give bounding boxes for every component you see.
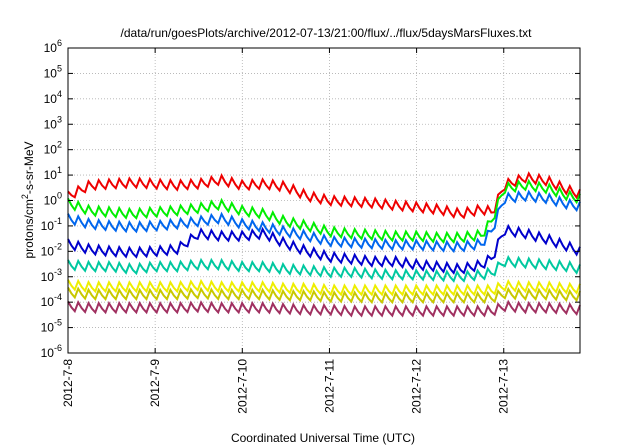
y-tick-label: 10-3	[41, 267, 62, 284]
svg-text:protons/cm2-s-sr-MeV: protons/cm2-s-sr-MeV	[20, 141, 36, 258]
x-tick-label: 2012-7-11	[322, 359, 336, 413]
x-tick-label: 2012-7-8	[61, 359, 75, 407]
series-line-8	[67, 299, 581, 318]
x-tick-label: 2012-7-9	[148, 359, 162, 407]
series-line-5	[67, 254, 581, 283]
y-tick-label: 10-1	[41, 216, 62, 233]
data-series	[67, 171, 581, 318]
series-line-6	[67, 278, 581, 297]
y-tick-label: 10-6	[41, 343, 62, 360]
x-tick-label: 2012-7-10	[235, 359, 249, 414]
y-tick-label: 103	[44, 114, 62, 131]
y-axis-label-sup: 2	[20, 194, 30, 199]
x-tick-label: 2012-7-13	[497, 359, 511, 414]
y-tick-label: 104	[44, 89, 62, 106]
y-tick-label: 102	[44, 140, 62, 157]
y-tick-label: 10-2	[41, 241, 62, 258]
series-line-7	[67, 286, 581, 305]
x-axis-label: Coordinated Universal Time (UTC)	[231, 431, 415, 445]
series-line-3	[67, 189, 581, 254]
y-tick-label: 10-4	[41, 292, 62, 309]
y-axis-label: protons/cm2-s-sr-MeV	[20, 141, 36, 258]
series-line-4	[67, 223, 581, 275]
y-tick-label: 105	[44, 63, 62, 80]
y-tick-label: 100	[44, 191, 62, 208]
y-axis-label-text: protons/cm	[22, 199, 36, 258]
y-tick-label: 106	[44, 38, 62, 55]
x-tick-label: 2012-7-12	[410, 359, 424, 414]
y-tick-label: 10-5	[41, 318, 62, 335]
series-line-2	[67, 178, 581, 244]
y-tick-label: 101	[44, 165, 62, 182]
y-axis-label-unit: -s-sr-MeV	[22, 141, 36, 194]
series-line-1	[67, 171, 581, 220]
axis-ticks: 106 105 104 103 102 101 100 10-1 10-2 10-3 10-4 10-…	[41, 38, 580, 414]
chart-title: /data/run/goesPlots/archive/2012-07-13/2…	[121, 26, 533, 40]
